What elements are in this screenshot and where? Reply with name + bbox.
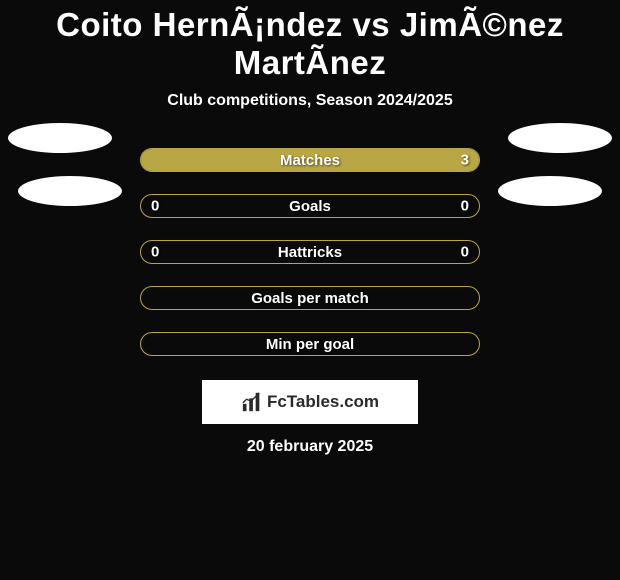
stat-label: Goals per match xyxy=(251,290,369,307)
player2-avatar-top xyxy=(508,123,612,153)
brand-text: FcTables.com xyxy=(267,392,379,412)
page-title: Coito HernÃ¡ndez vs JimÃ©nez MartÃ­nez xyxy=(0,0,620,82)
player1-avatar-top xyxy=(8,123,112,153)
stat-row: Min per goal xyxy=(140,332,480,356)
player1-avatar-bottom xyxy=(18,176,122,206)
bar-chart-icon xyxy=(241,391,263,413)
stat-value-left: 0 xyxy=(151,198,159,215)
stat-value-right: 3 xyxy=(461,152,469,169)
stat-value-right: 0 xyxy=(461,198,469,215)
stat-label: Goals xyxy=(289,198,331,215)
stat-label: Hattricks xyxy=(278,244,342,261)
stat-label: Min per goal xyxy=(266,336,354,353)
brand-badge[interactable]: FcTables.com xyxy=(202,380,418,424)
stat-row: 0 0 Goals xyxy=(140,194,480,218)
player2-avatar-bottom xyxy=(498,176,602,206)
stat-label: Matches xyxy=(280,152,340,169)
stat-row: 3 Matches xyxy=(140,148,480,172)
stat-value-left: 0 xyxy=(151,244,159,261)
stat-row: Goals per match xyxy=(140,286,480,310)
stat-row: 0 0 Hattricks xyxy=(140,240,480,264)
generated-date: 20 february 2025 xyxy=(0,438,620,456)
stat-value-right: 0 xyxy=(461,244,469,261)
page-subtitle: Club competitions, Season 2024/2025 xyxy=(0,92,620,110)
comparison-card: Coito HernÃ¡ndez vs JimÃ©nez MartÃ­nez C… xyxy=(0,0,620,456)
